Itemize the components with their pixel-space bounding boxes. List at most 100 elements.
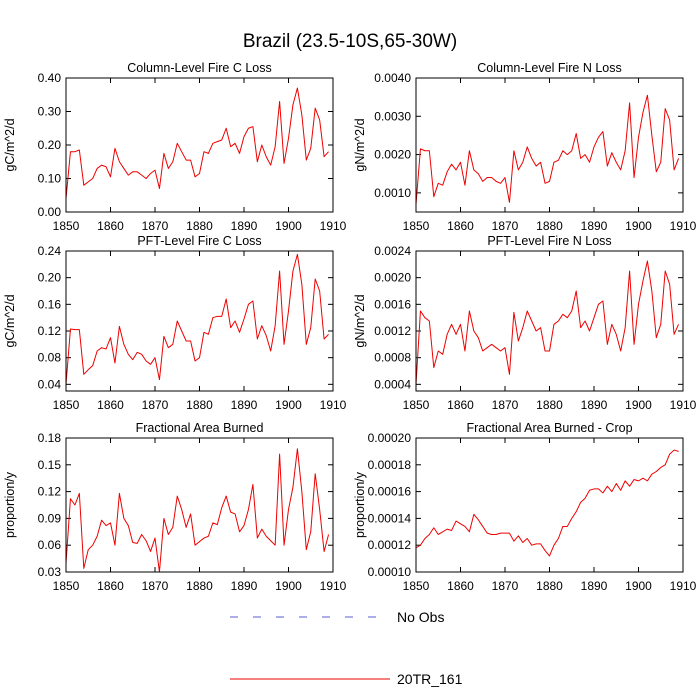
y-tick-label: 0.00014: [368, 511, 412, 525]
y-tick-label: 0.24: [38, 244, 62, 258]
x-tick-label: 1890: [581, 579, 608, 593]
y-tick-label: 0.00018: [368, 458, 412, 472]
x-tick-label: 1890: [581, 398, 608, 412]
figure-title: Brazil (23.5-10S,65-30W): [243, 31, 457, 52]
y-tick-label: 0.0010: [374, 186, 411, 200]
panel-title: Fractional Area Burned - Crop: [466, 421, 632, 435]
series-line-20TR_161: [415, 94, 680, 205]
x-tick-label: 1860: [97, 398, 124, 412]
chart-panel-1: Column-Level Fire C Loss gC/m^2/d 1850 1860…: [3, 61, 347, 233]
x-tick-label: 1870: [142, 398, 169, 412]
y-tick-label: 0.0004: [374, 377, 411, 391]
y-tick-label: 0.0020: [374, 148, 411, 162]
y-tick-label: 0.00016: [368, 485, 412, 499]
x-tick-label: 1860: [97, 219, 124, 233]
x-tick-label: 1890: [231, 219, 258, 233]
x-tick-label: 1910: [670, 398, 697, 412]
legend-label-1: No Obs: [397, 609, 444, 625]
chart-panel-2: Column-Level Fire N Loss gN/m^2/d 1850 1860…: [353, 61, 697, 233]
x-tick-label: 1860: [447, 219, 474, 233]
x-tick-label: 1910: [320, 398, 347, 412]
x-tick-label: 1870: [492, 579, 519, 593]
x-tick-label: 1850: [53, 219, 80, 233]
chart-panel-4: PFT-Level Fire N Loss gN/m^2/d 1850 1860 187…: [353, 234, 697, 412]
legend-label-2: 20TR_161: [397, 671, 463, 687]
y-tick-label: 0.00: [38, 205, 62, 219]
y-tick-label: 0.06: [38, 538, 62, 552]
y-axis-label: proportion/y: [353, 471, 367, 538]
series-line-20TR_161: [65, 87, 329, 199]
chart-panel-3: PFT-Level Fire C Loss gC/m^2/d 1850 1860 187…: [3, 234, 347, 412]
series-line-20TR_161: [415, 449, 679, 557]
plot-frame: [415, 437, 684, 573]
y-tick-label: 0.18: [38, 431, 62, 445]
panels: Column-Level Fire C Loss gC/m^2/d 1850 1860…: [3, 61, 697, 593]
x-tick-label: 1910: [670, 579, 697, 593]
y-axis-label: gN/m^2/d: [353, 294, 367, 347]
y-axis-label: gC/m^2/d: [3, 118, 17, 171]
panel-title: Column-Level Fire C Loss: [127, 61, 272, 75]
x-tick-label: 1880: [536, 579, 563, 593]
y-axis-label: gC/m^2/d: [3, 294, 17, 347]
plot-frame: [65, 250, 334, 392]
y-tick-label: 0.03: [38, 565, 62, 579]
plot-frame: [415, 250, 684, 392]
x-tick-label: 1850: [403, 579, 430, 593]
y-tick-label: 0.10: [38, 172, 62, 186]
y-tick-label: 0.20: [38, 138, 62, 152]
x-tick-label: 1910: [320, 579, 347, 593]
x-tick-label: 1880: [186, 579, 213, 593]
x-tick-label: 1900: [275, 579, 302, 593]
chart-panel-6: Fractional Area Burned - Crop proportion/…: [353, 421, 697, 593]
y-tick-label: 0.00012: [368, 538, 412, 552]
x-tick-label: 1910: [670, 219, 697, 233]
panel-title: Column-Level Fire N Loss: [477, 61, 622, 75]
x-tick-label: 1850: [53, 579, 80, 593]
x-tick-label: 1850: [53, 398, 80, 412]
panel-title: PFT-Level Fire C Loss: [137, 234, 261, 248]
y-tick-label: 0.16: [38, 297, 62, 311]
x-tick-label: 1860: [447, 579, 474, 593]
x-tick-label: 1870: [142, 219, 169, 233]
y-tick-label: 0.09: [38, 511, 62, 525]
x-tick-label: 1910: [320, 219, 347, 233]
series-line-20TR_161: [65, 253, 329, 385]
x-tick-label: 1880: [536, 398, 563, 412]
y-tick-label: 0.00020: [368, 431, 412, 445]
y-tick-label: 0.12: [38, 485, 62, 499]
y-tick-label: 0.40: [38, 71, 62, 85]
x-tick-label: 1870: [142, 579, 169, 593]
y-tick-label: 0.0008: [374, 351, 411, 365]
y-tick-label: 0.0012: [374, 324, 411, 338]
y-axis-label: gN/m^2/d: [353, 118, 367, 171]
y-tick-label: 0.04: [38, 377, 62, 391]
x-tick-label: 1890: [231, 579, 258, 593]
plot-frame: [65, 437, 334, 573]
y-tick-label: 0.00010: [368, 565, 412, 579]
y-axis-label: proportion/y: [3, 471, 17, 538]
x-tick-label: 1900: [625, 398, 652, 412]
series-line-20TR_161: [415, 260, 680, 385]
y-tick-label: 0.0030: [374, 109, 411, 123]
x-tick-label: 1880: [186, 398, 213, 412]
x-tick-label: 1900: [275, 219, 302, 233]
y-tick-label: 0.0024: [374, 244, 411, 258]
plot-frame: [415, 77, 684, 213]
x-tick-label: 1850: [403, 398, 430, 412]
y-tick-label: 0.15: [38, 458, 62, 472]
panel-title: PFT-Level Fire N Loss: [487, 234, 611, 248]
x-tick-label: 1890: [581, 219, 608, 233]
y-tick-label: 0.12: [38, 324, 62, 338]
x-tick-label: 1870: [492, 398, 519, 412]
series-line-20TR_161: [65, 448, 330, 573]
y-tick-label: 0.0020: [374, 271, 411, 285]
chart-panel-5: Fractional Area Burned proportion/y 1850 18…: [3, 421, 347, 593]
x-tick-label: 1900: [625, 219, 652, 233]
plot-frame: [65, 77, 334, 213]
y-tick-label: 0.0016: [374, 297, 411, 311]
x-tick-label: 1890: [231, 398, 258, 412]
x-tick-label: 1880: [186, 219, 213, 233]
y-tick-label: 0.08: [38, 351, 62, 365]
x-tick-label: 1860: [447, 398, 474, 412]
